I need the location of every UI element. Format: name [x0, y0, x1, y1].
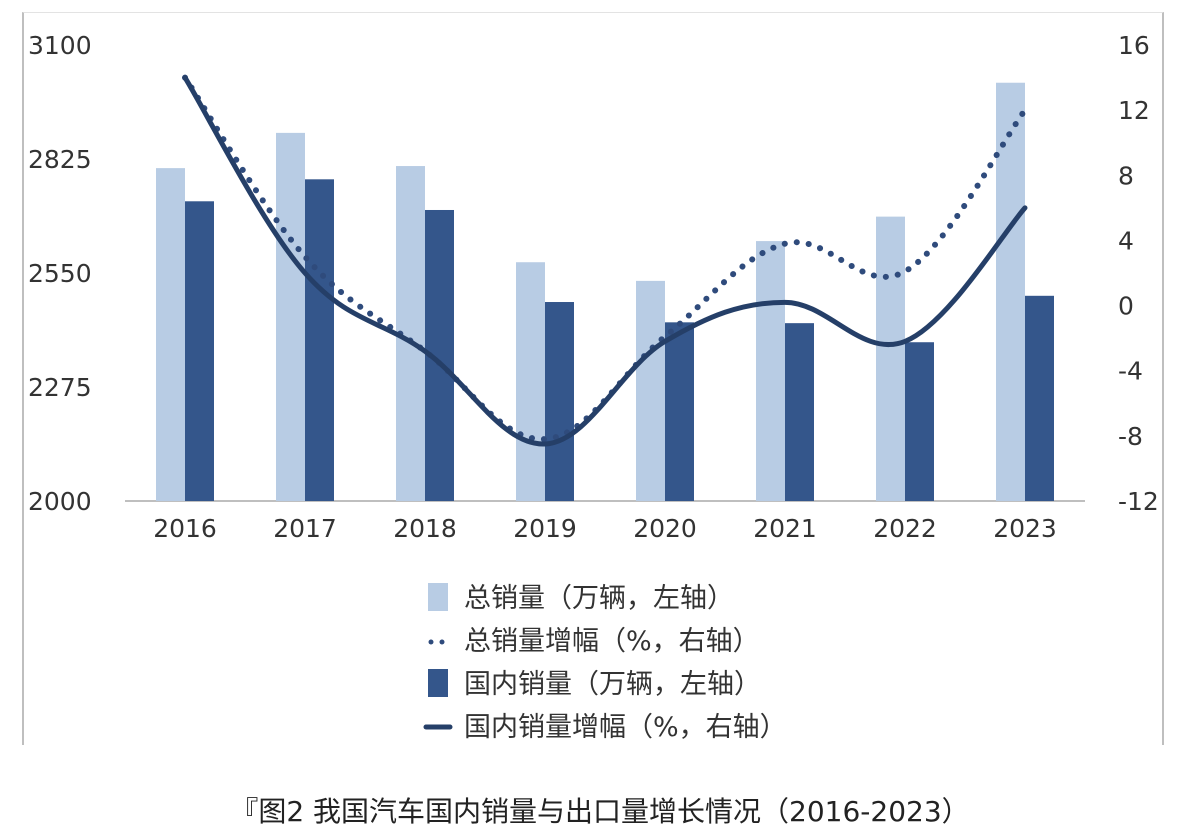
- bar: [665, 322, 694, 501]
- bar: [636, 280, 665, 501]
- chart: 2000 2275 2550 2825 3100 -12 -8 -4 0 4 8 12 16 2016 20…: [28, 31, 1159, 743]
- y-right-tick-label: -12: [1118, 487, 1159, 516]
- y-left-tick-label: 3100: [28, 31, 92, 60]
- legend-swatch: [428, 669, 448, 697]
- bar: [876, 216, 905, 501]
- bar: [905, 342, 934, 501]
- legend-swatch: [428, 583, 448, 611]
- figure-caption: 『图2 我国汽车国内销量与出口量增长情况（2016-2023）: [230, 795, 970, 828]
- legend-label: 总销量（万辆，左轴）: [464, 583, 734, 614]
- y-right-tick-label: 8: [1118, 161, 1134, 190]
- y-right-tick-label: -4: [1118, 357, 1143, 386]
- bar: [785, 323, 814, 501]
- y-right-tick-label: 0: [1118, 292, 1134, 321]
- y-left-tick-label: 2825: [28, 145, 92, 174]
- bar: [305, 179, 334, 501]
- x-tick-label: 2018: [393, 514, 457, 543]
- x-tick-label: 2019: [513, 514, 577, 543]
- bar: [276, 132, 305, 501]
- legend-label: 总销量增幅（%，右轴）: [464, 626, 760, 657]
- x-tick-label: 2021: [753, 514, 817, 543]
- y-left-tick-label: 2550: [28, 259, 92, 288]
- bar: [545, 302, 574, 501]
- bar: [996, 82, 1025, 501]
- bar: [1025, 295, 1054, 501]
- bar: [516, 262, 545, 501]
- bars: [156, 82, 1054, 502]
- legend-swatch: [439, 639, 445, 645]
- x-tick-label: 2017: [273, 514, 337, 543]
- lines: [182, 74, 1028, 447]
- bar: [756, 241, 785, 501]
- bar: [156, 168, 185, 501]
- y-right-tick-label: 16: [1118, 31, 1150, 60]
- y-right-tick-label: 12: [1118, 96, 1150, 125]
- chart-frame: [22, 12, 1164, 745]
- x-tick-label: 2020: [633, 514, 697, 543]
- x-tick-label: 2016: [153, 514, 217, 543]
- x-tick-label: 2023: [993, 514, 1057, 543]
- y-left-tick-label: 2000: [28, 487, 92, 516]
- legend-swatch: [428, 639, 434, 645]
- bar: [185, 201, 214, 501]
- axes: 2000 2275 2550 2825 3100 -12 -8 -4 0 4 8 12 16 2016 20…: [28, 31, 1159, 543]
- legend-label: 国内销量增幅（%，右轴）: [464, 712, 787, 743]
- y-left-tick-label: 2275: [28, 373, 92, 402]
- x-tick-label: 2022: [873, 514, 937, 543]
- y-right-tick-label: 4: [1118, 226, 1134, 255]
- legend: 总销量（万辆，左轴） 总销量增幅（%，右轴） 国内销量（万辆，左轴） 国内销量增幅（%…: [423, 583, 787, 743]
- y-right-tick-label: -8: [1118, 422, 1143, 451]
- domestic-growth-line: [182, 75, 1028, 447]
- legend-label: 国内销量（万辆，左轴）: [464, 669, 761, 700]
